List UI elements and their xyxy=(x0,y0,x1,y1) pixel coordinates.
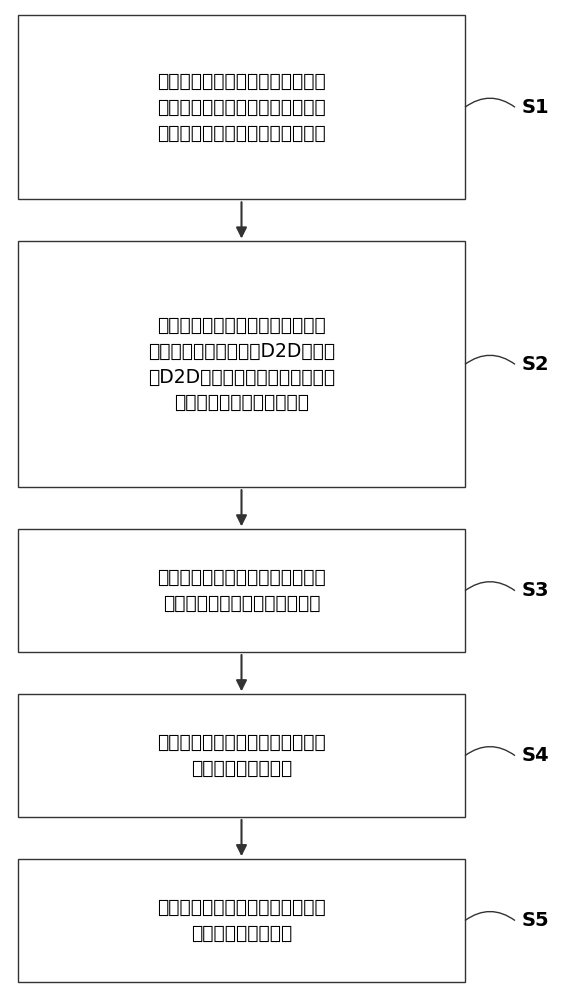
Text: 将在数学上表述的该问题转化为与
该问题等价的拉格朗日对偶问题: 将在数学上表述的该问题转化为与 该问题等价的拉格朗日对偶问题 xyxy=(157,568,326,613)
Bar xyxy=(18,241,465,487)
Text: S3: S3 xyxy=(521,581,549,600)
Bar xyxy=(18,859,465,982)
Text: 在同一小区中，根据每个蜂窝用户
的最小传输速率要求设定该用户通
信时的信道容量须满足的约束条件: 在同一小区中，根据每个蜂窝用户 的最小传输速率要求设定该用户通 信时的信道容量须… xyxy=(157,72,326,142)
Text: 解该拉格朗日对偶问题，得到该问
题在数学上的最优解: 解该拉格朗日对偶问题，得到该问 题在数学上的最优解 xyxy=(157,733,326,778)
Text: S5: S5 xyxy=(521,911,549,930)
Bar xyxy=(18,15,465,199)
Text: 解该拉格朗日对偶问题，得到该问
题在数学上的最优解: 解该拉格朗日对偶问题，得到该问 题在数学上的最优解 xyxy=(157,898,326,943)
Bar xyxy=(18,529,465,652)
Bar xyxy=(18,694,465,817)
Text: S1: S1 xyxy=(521,98,549,117)
Text: 将在所述约束条件下，将一定频谱
资源分配给蜂窝用户和D2D用户，
使D2D用户分配到的频谱资源总量
最大化的问题在数学上表述: 将在所述约束条件下，将一定频谱 资源分配给蜂窝用户和D2D用户， 使D2D用户分… xyxy=(148,316,335,412)
Text: S4: S4 xyxy=(521,746,549,765)
Text: S2: S2 xyxy=(521,355,549,374)
